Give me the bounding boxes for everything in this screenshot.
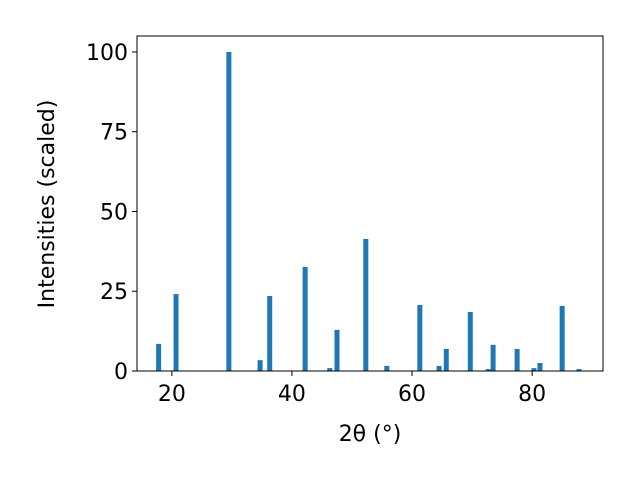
bar (302, 266, 308, 371)
x-tick-label: 20 (158, 382, 186, 407)
y-tick-label: 50 (100, 200, 128, 225)
x-axis-label: 2θ (°) (339, 422, 402, 447)
x-tick-label: 80 (518, 382, 546, 407)
bar (443, 348, 449, 371)
bar (537, 363, 543, 371)
bar (226, 51, 232, 371)
bar (363, 238, 369, 371)
x-tick-label: 40 (278, 382, 306, 407)
y-tick-label: 0 (114, 360, 128, 385)
bar (334, 329, 340, 371)
bar (467, 311, 473, 371)
y-axis-label: Intensities (scaled) (35, 100, 60, 309)
bar (576, 369, 582, 371)
bar (173, 294, 179, 371)
bar (490, 344, 496, 371)
bar (417, 304, 423, 371)
bar (156, 343, 162, 371)
bar (436, 365, 442, 371)
bar (485, 369, 491, 371)
bar (559, 305, 565, 371)
y-tick-label: 100 (86, 41, 128, 66)
y-tick-label: 25 (100, 280, 128, 305)
bar (267, 296, 273, 371)
bar (384, 365, 390, 371)
y-tick-label: 75 (100, 121, 128, 146)
bar (514, 348, 520, 371)
bar (327, 368, 333, 371)
plot-frame (136, 35, 604, 372)
x-tick-label: 60 (398, 382, 426, 407)
bar (531, 368, 537, 371)
bar (257, 360, 263, 371)
